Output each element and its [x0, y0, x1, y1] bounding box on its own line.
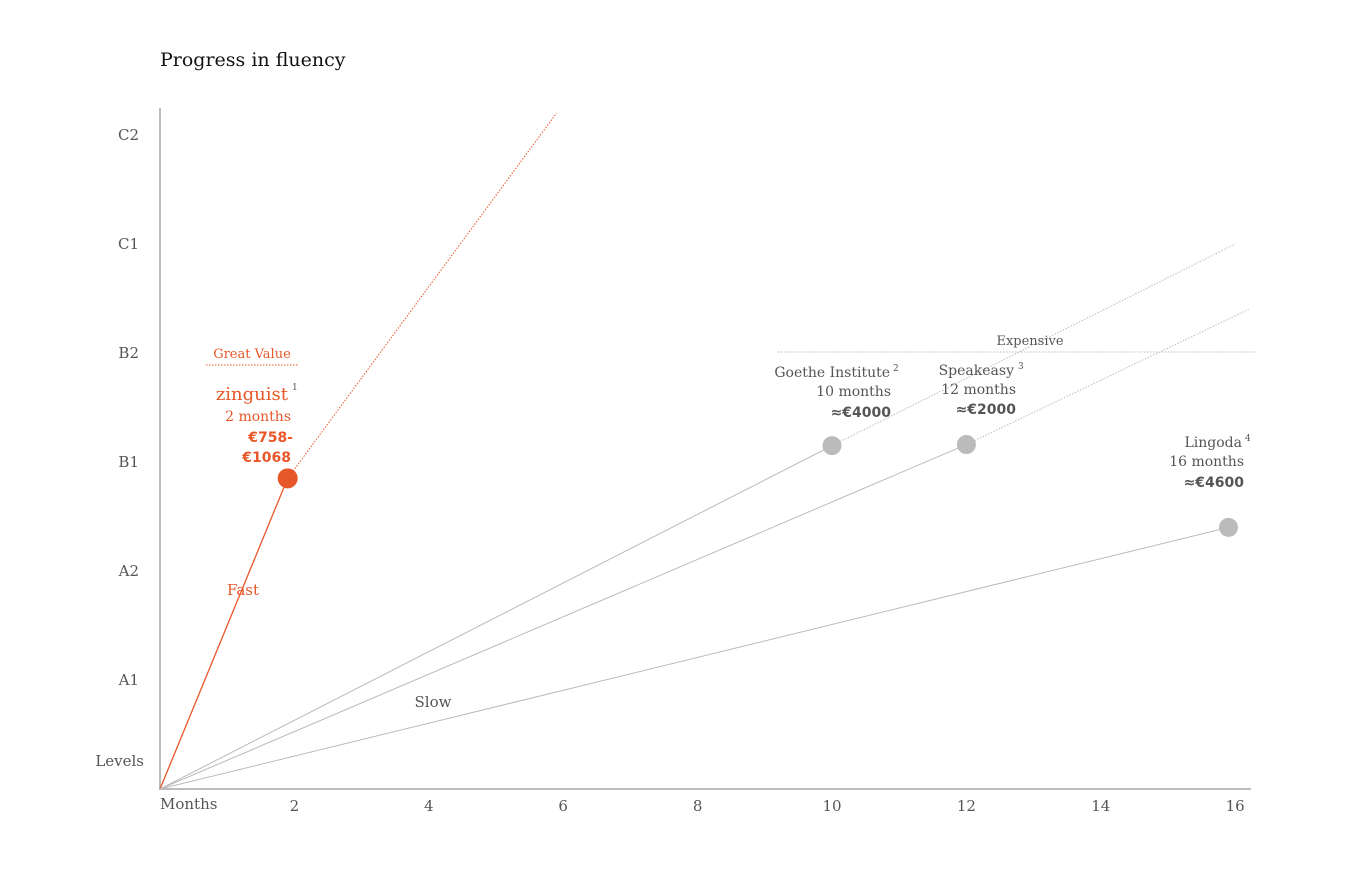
series-price-label: ≈€4000 — [831, 405, 892, 421]
series-name-label: Speakeasy — [939, 363, 1014, 379]
great-value-label: Great Value — [213, 347, 291, 362]
series-price-label: ≈€4600 — [1184, 475, 1245, 491]
x-tick-label: 12 — [957, 797, 976, 815]
x-tick-label: 6 — [558, 797, 568, 815]
series-price-label: ≈€2000 — [956, 402, 1017, 418]
y-tick-label: C2 — [118, 126, 139, 144]
series-marker-2 — [822, 436, 842, 456]
series-footnote-label: 3 — [1018, 362, 1024, 372]
y-tick-label: C1 — [118, 235, 139, 253]
x-tick-label: 4 — [424, 797, 434, 815]
series-line-1 — [159, 478, 289, 790]
series-line-2 — [159, 445, 833, 790]
y-axis-label: Levels — [95, 752, 144, 770]
series-trend-3 — [966, 308, 1249, 446]
series-line-4 — [159, 526, 1229, 790]
x-tick-label: 14 — [1091, 797, 1110, 815]
series-marker-3 — [956, 435, 976, 455]
x-tick-label: 8 — [693, 797, 703, 815]
series-footnote-label: 1 — [292, 383, 298, 393]
expensive-label: Expensive — [996, 334, 1063, 349]
series-trend-2 — [831, 243, 1236, 447]
series-duration-label: 16 months — [1169, 454, 1244, 470]
series-footnote-label: 2 — [893, 364, 899, 374]
series-price-label: €1068 — [241, 450, 291, 466]
slow-annotation: Slow — [415, 693, 452, 711]
series-name-label: zinguist — [216, 384, 289, 405]
series-duration-label: 12 months — [941, 382, 1016, 398]
series-duration-label: 10 months — [816, 384, 891, 400]
chart-title: Progress in fluency — [160, 49, 346, 71]
series-line-3 — [159, 444, 967, 790]
x-tick-label: 16 — [1226, 797, 1245, 815]
series-name-label: Goethe Institute — [774, 365, 890, 381]
series-price-label: €758- — [247, 430, 293, 446]
y-tick-label: B2 — [118, 344, 139, 362]
fast-annotation: Fast — [227, 581, 259, 599]
x-axis-label: Months — [160, 795, 217, 813]
x-tick-label: 2 — [290, 797, 300, 815]
x-tick-label: 10 — [822, 797, 841, 815]
series-marker-1 — [277, 468, 298, 489]
series-marker-4 — [1218, 517, 1238, 537]
series-name-label: Lingoda — [1185, 435, 1243, 451]
series-trend-1 — [287, 112, 557, 479]
y-tick-label: B1 — [118, 453, 139, 471]
series-duration-label: 2 months — [225, 409, 291, 425]
series-footnote-label: 4 — [1245, 434, 1251, 444]
y-tick-label: A2 — [118, 562, 139, 580]
y-tick-label: A1 — [118, 671, 139, 689]
